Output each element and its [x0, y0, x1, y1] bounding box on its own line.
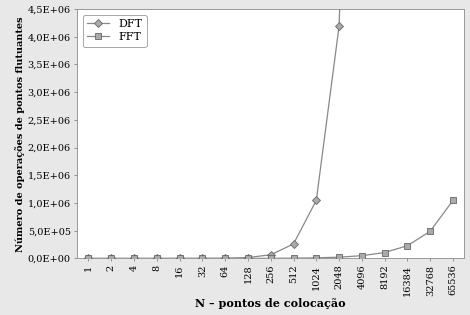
FFT: [131, 256, 137, 260]
FFT: [154, 256, 160, 260]
Line: DFT: DFT: [86, 0, 456, 261]
DFT: [245, 255, 251, 259]
FFT: [245, 256, 251, 260]
X-axis label: N – pontos de colocação: N – pontos de colocação: [196, 298, 346, 309]
DFT: [268, 253, 274, 257]
DFT: [291, 242, 297, 246]
FFT: [382, 251, 387, 255]
DFT: [222, 256, 228, 260]
FFT: [86, 256, 91, 260]
DFT: [86, 256, 91, 260]
Y-axis label: Número de operações de pontos flutuantes: Número de operações de pontos flutuantes: [15, 16, 25, 252]
DFT: [131, 256, 137, 260]
FFT: [450, 198, 456, 202]
FFT: [200, 256, 205, 260]
DFT: [313, 198, 319, 202]
DFT: [200, 256, 205, 260]
FFT: [109, 256, 114, 260]
FFT: [177, 256, 182, 260]
DFT: [109, 256, 114, 260]
FFT: [268, 256, 274, 260]
FFT: [313, 256, 319, 260]
DFT: [177, 256, 182, 260]
FFT: [291, 256, 297, 260]
FFT: [359, 254, 365, 258]
DFT: [154, 256, 160, 260]
FFT: [427, 229, 433, 233]
FFT: [336, 255, 342, 259]
FFT: [222, 256, 228, 260]
Legend: DFT, FFT: DFT, FFT: [83, 14, 147, 47]
Line: FFT: FFT: [86, 198, 456, 261]
DFT: [336, 24, 342, 28]
FFT: [405, 244, 410, 248]
